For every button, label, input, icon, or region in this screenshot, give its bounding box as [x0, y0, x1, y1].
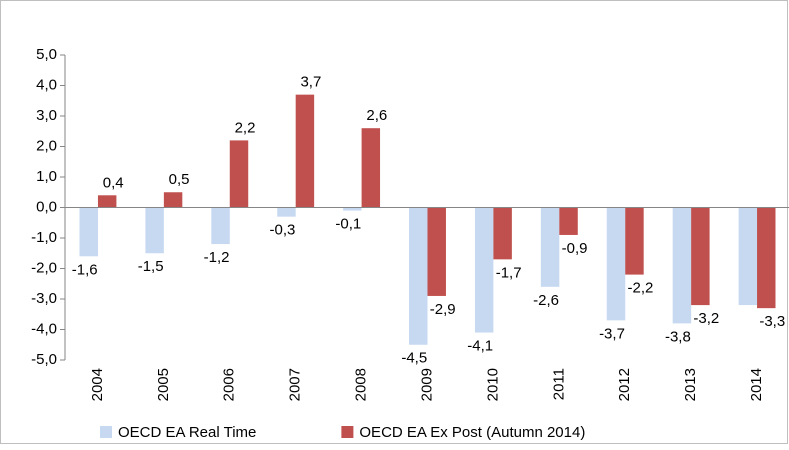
- bar: [474, 207, 494, 333]
- bar: [79, 207, 98, 257]
- y-tick-label: -4,0: [31, 320, 57, 337]
- data-label: -2,6: [533, 292, 559, 309]
- bar: [757, 207, 776, 309]
- bar: [738, 207, 758, 306]
- data-label: 0,5: [169, 171, 190, 188]
- y-tick-label: 0,0: [36, 198, 57, 215]
- data-label: -1,6: [72, 261, 98, 278]
- data-label: -3,3: [759, 313, 785, 330]
- legend-label: OECD EA Real Time: [118, 424, 256, 441]
- legend-label: OECD EA Ex Post (Autumn 2014): [359, 424, 585, 441]
- data-label: 3,7: [300, 74, 321, 91]
- data-label: -4,1: [467, 338, 493, 355]
- y-tick-label: 3,0: [36, 107, 57, 124]
- y-tick-label: -2,0: [31, 259, 57, 276]
- bar: [427, 207, 446, 296]
- y-tick-label: -3,0: [31, 290, 57, 307]
- x-tick-label: 2005: [155, 368, 172, 401]
- data-label: 0,4: [103, 174, 124, 191]
- y-tick-label: 5,0: [36, 46, 57, 63]
- x-tick-label: 2009: [418, 368, 435, 401]
- x-tick-label: 2007: [287, 368, 304, 401]
- data-label: -0,9: [562, 240, 588, 257]
- legend-swatch: [341, 426, 354, 438]
- data-label: -2,9: [430, 301, 456, 318]
- data-label: -3,7: [599, 325, 625, 342]
- x-tick-label: 2008: [353, 368, 370, 401]
- y-tick-label: -5,0: [31, 351, 57, 368]
- x-tick-label: 2010: [484, 368, 501, 401]
- y-tick-label: 2,0: [36, 137, 57, 154]
- data-label: -4,5: [401, 350, 427, 367]
- bar: [145, 207, 164, 254]
- x-tick-label: 2004: [89, 368, 106, 401]
- bar: [672, 207, 692, 324]
- bar: [97, 195, 117, 208]
- x-tick-label: 2006: [221, 368, 238, 401]
- x-tick-label: 2011: [550, 368, 567, 400]
- bar: [211, 207, 230, 245]
- data-label: -1,7: [496, 264, 522, 281]
- data-label: -0,1: [335, 216, 361, 233]
- data-label: -1,2: [204, 249, 230, 266]
- bar: [493, 207, 512, 260]
- bar: [625, 207, 644, 275]
- bar: [163, 192, 183, 208]
- bar: [559, 207, 578, 235]
- bar: [277, 207, 296, 217]
- legend-swatch: [100, 426, 112, 438]
- bar: [343, 207, 362, 211]
- x-tick-label: 2013: [682, 368, 699, 401]
- bar: [409, 207, 428, 345]
- bar: [606, 207, 626, 321]
- x-tick-label: 2014: [748, 368, 765, 401]
- bar: [295, 94, 315, 208]
- data-label: 2,2: [235, 119, 256, 136]
- bar: [691, 207, 710, 306]
- y-tick-label: 4,0: [36, 76, 57, 93]
- y-tick-label: 1,0: [36, 168, 57, 185]
- data-label: 2,6: [366, 107, 387, 124]
- y-tick-label: -1,0: [31, 229, 57, 246]
- bar: [361, 128, 381, 208]
- data-label: -0,3: [270, 222, 296, 239]
- data-label: -3,2: [693, 310, 719, 327]
- data-label: -2,2: [628, 280, 654, 297]
- data-label: -3,8: [665, 328, 691, 345]
- data-label: -1,5: [138, 258, 164, 275]
- bar: [229, 140, 249, 208]
- x-tick-label: 2012: [616, 368, 633, 401]
- bar: [540, 207, 560, 287]
